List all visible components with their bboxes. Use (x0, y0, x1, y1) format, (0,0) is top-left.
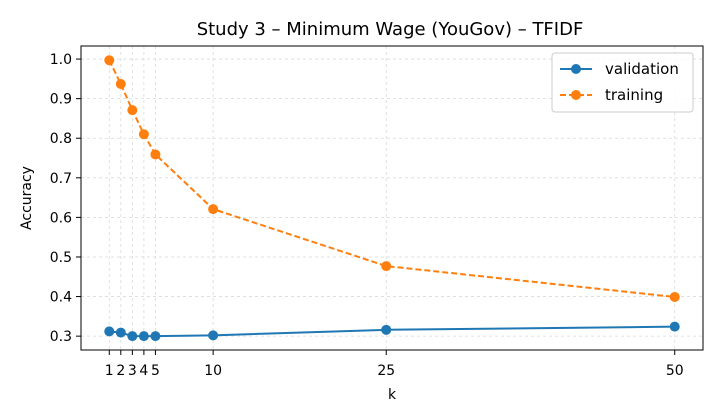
x-tick-label-6: 25 (377, 363, 395, 379)
x-tick-label-2: 3 (128, 363, 137, 379)
x-tick-label-5: 10 (204, 363, 222, 379)
validation-point-7 (669, 321, 680, 332)
plot-series (104, 55, 680, 342)
training-point-1 (115, 79, 126, 89)
validation-point-3 (138, 331, 149, 342)
chart-title: Study 3 – Minimum Wage (YouGov) – TFIDF (197, 19, 584, 40)
training-point-6 (381, 261, 392, 272)
y-axis-ticks: 0.3 0.4 0.5 0.6 0.7 0.8 0.9 1.0 (50, 52, 81, 345)
training-point-3 (138, 129, 149, 140)
legend-validation-label: validation (605, 60, 679, 78)
y-tick-label-6: 0.9 (50, 92, 72, 108)
legend-training-marker (571, 90, 581, 100)
y-tick-label-7: 1.0 (50, 52, 72, 68)
training-point-7 (669, 291, 680, 302)
y-tick-label-0: 0.3 (50, 329, 72, 345)
x-axis-label: k (388, 387, 397, 403)
validation-point-6 (381, 324, 392, 335)
x-axis-ticks: 1 2 3 4 5 10 25 50 (105, 350, 684, 379)
training-point-4 (150, 149, 161, 160)
legend-box (551, 52, 694, 113)
validation-point-4 (150, 331, 161, 342)
legend: validation training (551, 52, 694, 113)
x-tick-label-7: 50 (666, 363, 684, 379)
training-point-2 (127, 105, 138, 116)
y-axis-label: Accuracy (19, 166, 35, 230)
x-tick-label-4: 5 (151, 363, 160, 379)
x-tick-label-1: 2 (116, 363, 125, 379)
y-tick-label-2: 0.5 (50, 250, 72, 266)
validation-point-0 (104, 326, 115, 337)
validation-line (109, 325, 675, 338)
training-point-5 (208, 204, 219, 215)
validation-point-1 (115, 327, 126, 338)
y-tick-label-4: 0.7 (50, 171, 72, 187)
y-tick-label-5: 0.8 (50, 131, 72, 147)
y-tick-label-1: 0.4 (50, 290, 72, 306)
plot-frame (80, 45, 704, 351)
x-tick-label-0: 1 (105, 363, 114, 379)
legend-training-label: training (605, 86, 663, 104)
legend-validation-marker (571, 64, 581, 74)
x-tick-label-3: 4 (139, 363, 148, 379)
y-tick-label-3: 0.6 (50, 210, 72, 226)
validation-point-5 (208, 330, 219, 341)
training-point-0 (104, 55, 115, 66)
validation-point-2 (127, 331, 138, 342)
